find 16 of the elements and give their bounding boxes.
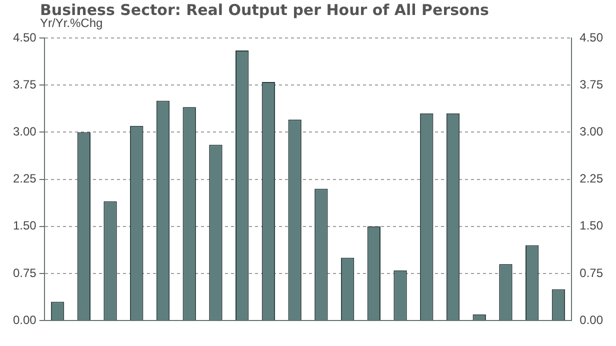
y2-tick-label: 2.25 bbox=[580, 172, 604, 186]
y-axis-title: Yr/Yr.%Chg bbox=[40, 16, 103, 30]
y-tick-label: 3.75 bbox=[12, 77, 37, 92]
y-tick-label: 1.50 bbox=[12, 218, 37, 233]
y-tick-label: 2.25 bbox=[12, 172, 37, 186]
chart-title: Business Sector: Real Output per Hour of All Persons bbox=[40, 1, 489, 19]
y-tick-label: 4.50 bbox=[12, 30, 37, 44]
y-tick-label: 3.00 bbox=[12, 124, 37, 139]
y2-tick-label: 3.75 bbox=[580, 77, 604, 92]
y2-tick-label: 0.00 bbox=[580, 312, 604, 327]
y-tick-label: 0.00 bbox=[12, 312, 37, 327]
y2-tick-label: 3.00 bbox=[580, 124, 604, 139]
y2-tick-label: 4.50 bbox=[580, 30, 604, 44]
y2-tick-label: 1.50 bbox=[580, 218, 604, 233]
y-tick-label: 0.75 bbox=[12, 266, 37, 280]
y2-tick-label: 0.75 bbox=[580, 266, 604, 280]
